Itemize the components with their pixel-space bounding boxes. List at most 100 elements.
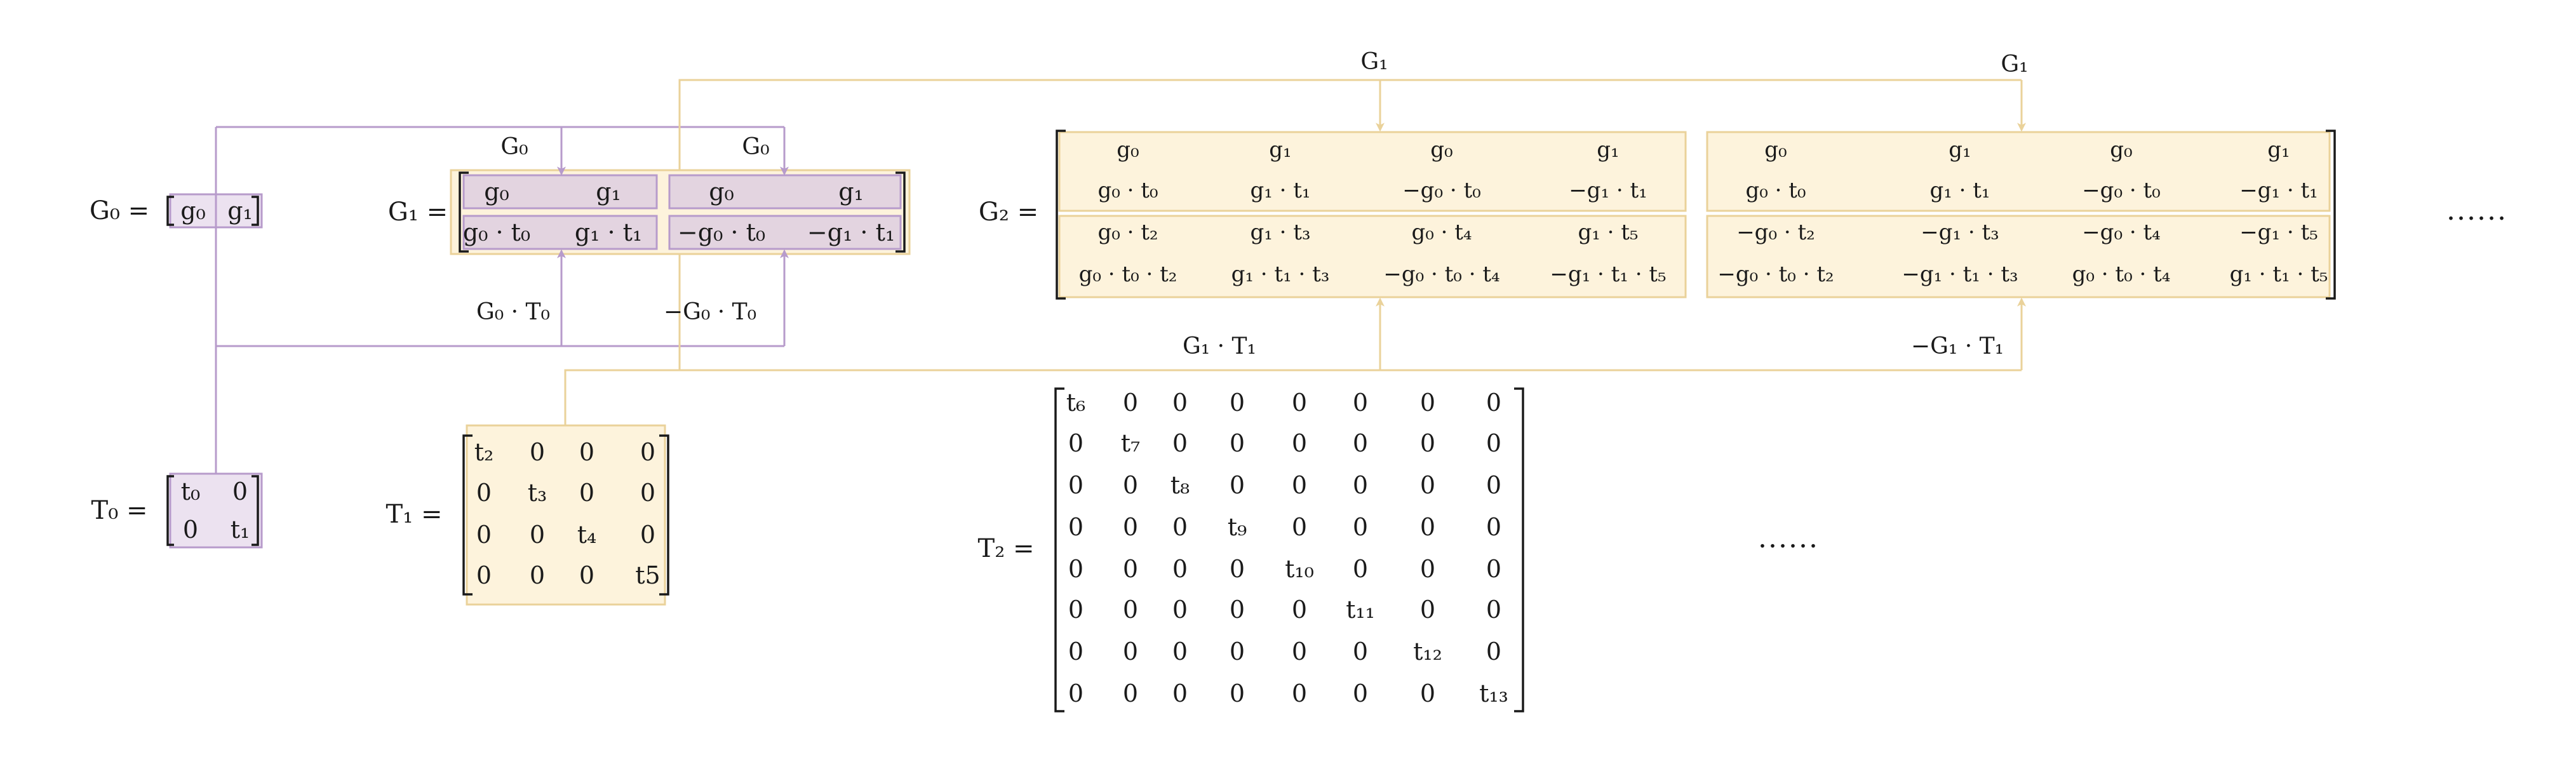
- g2-left-bottom-box: [1058, 215, 1687, 298]
- t0-cell: 0: [182, 516, 199, 544]
- t2-cell: t₁₂: [1413, 638, 1442, 665]
- t2-cell: 0: [1229, 596, 1245, 624]
- g2-left-cell: g₁ · t₁: [1250, 178, 1311, 203]
- t2-cell: 0: [1486, 513, 1502, 541]
- g2-bracket-right: [2326, 130, 2336, 300]
- g1-right-bottom-box: [668, 215, 902, 250]
- t2-cell: 0: [1352, 389, 1369, 417]
- g2-left-top-box: [1058, 131, 1687, 212]
- t2-cell: 0: [1229, 555, 1245, 583]
- t1-cell: 0: [529, 438, 546, 466]
- t2-cell: 0: [1068, 596, 1084, 624]
- t2-cell: 0: [1486, 389, 1502, 417]
- g1-left-cell: g₁: [596, 178, 621, 206]
- t2-cell: 0: [1419, 471, 1436, 499]
- t1-cell: 0: [476, 479, 492, 507]
- g0-annotation-left: G₀: [500, 134, 528, 160]
- g2-left-cell: g₀ · t₄: [1411, 220, 1472, 245]
- g1-right-cell: −g₀ · t₀: [677, 218, 766, 246]
- t2-cell: t₆: [1066, 389, 1086, 417]
- t2-cell: 0: [1122, 513, 1139, 541]
- g1-feed-wire: [678, 79, 2022, 170]
- g1-left-cell: g₁ · t₁: [574, 218, 643, 246]
- t1-cell: 0: [579, 438, 595, 466]
- g2-left-cell: g₀ · t₀ · t₂: [1078, 262, 1177, 287]
- t0-box: [169, 472, 263, 549]
- g2-right-cell: −g₀ · t₂: [1736, 220, 1815, 245]
- t2-cell: 0: [1122, 638, 1139, 665]
- g0-cell: g₀: [180, 197, 206, 225]
- neg-g1-t1-annotation: −G₁ · T₁: [1910, 333, 2004, 359]
- g2-label: G₂ =: [978, 197, 1039, 227]
- t2-cell: 0: [1122, 471, 1139, 499]
- g0-bracket-left: [166, 196, 174, 226]
- t1-cell: 0: [476, 521, 492, 549]
- g0-label: G₀ =: [89, 196, 150, 225]
- g2-left-cell: g₁ · t₃: [1250, 220, 1311, 245]
- g2-left-cell: g₀: [1117, 137, 1139, 163]
- g2-right-bottom-box: [1706, 215, 2331, 298]
- g2-left-cell: −g₁ · t₁: [1569, 178, 1647, 203]
- t0-label: T₀ =: [91, 496, 148, 525]
- g2-right-cell: g₁ · t₁ · t₅: [2229, 262, 2328, 287]
- g-continuation-ellipsis: ......: [2446, 194, 2507, 227]
- t2-cell: 0: [1172, 679, 1188, 707]
- t2-cell: 0: [1122, 555, 1139, 583]
- t1-cell: 0: [579, 479, 595, 507]
- t1-box: [466, 424, 666, 606]
- t2-cell: 0: [1172, 596, 1188, 624]
- g2-right-cell: g₀ · t₀ · t₄: [2072, 262, 2171, 287]
- t2-cell: 0: [1068, 679, 1084, 707]
- g0-t0-annotation: G₀ · T₀: [476, 299, 550, 325]
- g2-right-cell: g₁: [2267, 137, 2290, 163]
- t2-cell: 0: [1419, 555, 1436, 583]
- t2-cell: t₁₀: [1285, 555, 1314, 583]
- g2-right-cell: −g₁ · t₁: [2239, 178, 2318, 203]
- t2-cell: 0: [1068, 513, 1084, 541]
- t2-cell: 0: [1122, 389, 1139, 417]
- neg-g0-t0-annotation: −G₀ · T₀: [663, 299, 757, 325]
- g2-right-cell: −g₁ · t₃: [1921, 220, 1999, 245]
- g2-left-cell: −g₀ · t₀ · t₄: [1383, 262, 1500, 287]
- g2-right-cell: g₁: [1949, 137, 1971, 163]
- g2-bracket-left: [1056, 130, 1066, 300]
- t1-bracket-right: [659, 434, 669, 596]
- t2-cell: t₈: [1170, 471, 1190, 499]
- g1-right-cell: g₁: [838, 178, 864, 206]
- g2-right-cell: −g₁ · t₁ · t₃: [1902, 262, 2018, 287]
- t2-cell: 0: [1291, 429, 1308, 457]
- t2-cell: 0: [1419, 596, 1436, 624]
- t2-cell: 0: [1068, 471, 1084, 499]
- t2-cell: 0: [1229, 679, 1245, 707]
- g1-left-cell: g₀ · t₀: [462, 218, 531, 246]
- g2-right-cell: −g₀ · t₀ · t₂: [1717, 262, 1834, 287]
- t2-cell: 0: [1419, 389, 1436, 417]
- g2-left-cell: g₁: [1269, 137, 1292, 163]
- g2-left-cell: g₀ · t₀: [1097, 178, 1158, 203]
- t0-bracket-right: [252, 475, 259, 546]
- brackets: [166, 130, 2336, 712]
- t0-cell: t₁: [230, 516, 250, 544]
- g2-right-cell: g₀: [2110, 137, 2133, 163]
- t0-cell: 0: [232, 478, 248, 505]
- t2-cell: 0: [1291, 471, 1308, 499]
- t2-cell: 0: [1172, 513, 1188, 541]
- t-continuation-ellipsis: ......: [1758, 522, 1819, 554]
- g2-right-top-box: [1706, 131, 2331, 212]
- t1-cell: t₂: [474, 438, 494, 466]
- t0-cell: t₀: [180, 478, 201, 505]
- t2-cell: 0: [1291, 679, 1308, 707]
- t2-cell: 0: [1486, 471, 1502, 499]
- g0-cell: g₁: [227, 197, 253, 225]
- t2-cell: t₉: [1227, 513, 1247, 541]
- t1-cell: 0: [579, 561, 595, 589]
- t2-cell: 0: [1352, 638, 1369, 665]
- g1-right-cell: g₀: [709, 178, 734, 206]
- t2-cell: 0: [1352, 679, 1369, 707]
- t2-cell: 0: [1122, 679, 1139, 707]
- g1-left-top-box: [462, 174, 658, 210]
- t2-cell: 0: [1291, 389, 1308, 417]
- g1-right-top-box: [668, 174, 902, 210]
- t1-cell: 0: [529, 521, 546, 549]
